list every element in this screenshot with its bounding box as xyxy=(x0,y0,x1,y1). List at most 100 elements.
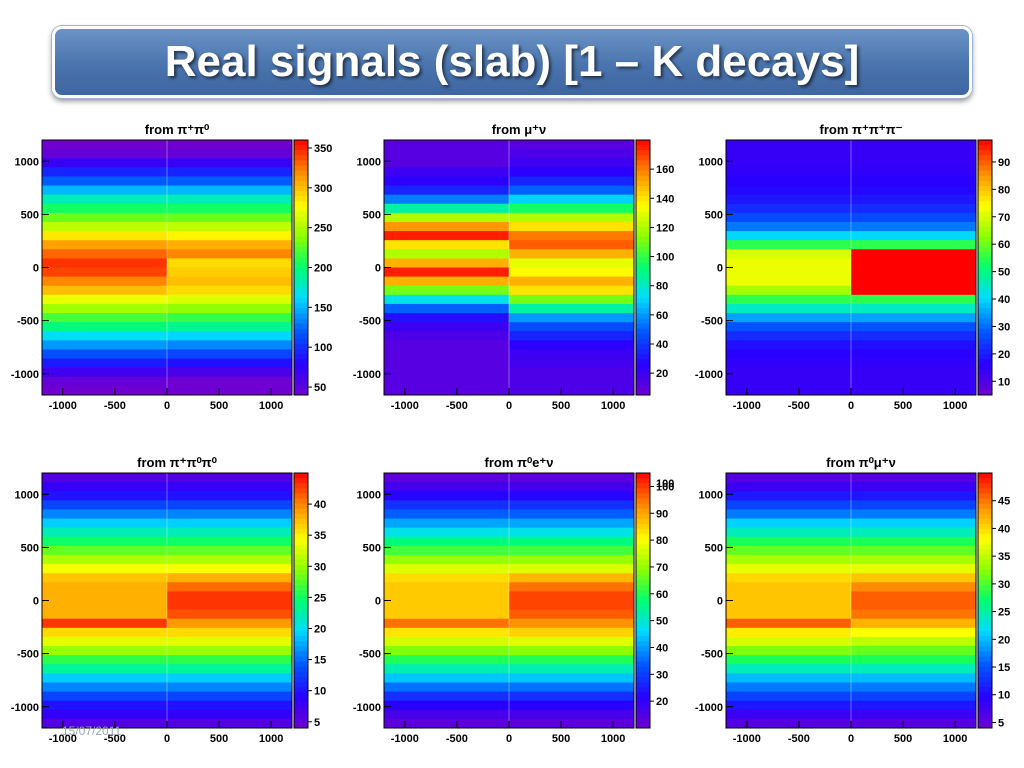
colorbar-segment xyxy=(978,554,992,561)
heatmap-cell-right xyxy=(851,591,976,601)
heatmap-cell-left xyxy=(42,646,168,656)
x-tick-label: 1000 xyxy=(943,400,967,412)
heatmap-cell-right xyxy=(509,140,634,150)
heatmap-cell-left xyxy=(726,385,852,396)
heatmap-cell-left xyxy=(384,313,510,323)
heatmap-cell-left xyxy=(726,340,852,350)
heatmap-cell-right xyxy=(851,367,976,378)
colorbar-segment xyxy=(294,518,308,525)
heatmap-cell-left xyxy=(726,149,852,159)
colorbar-segment xyxy=(636,478,650,484)
heatmap-cell-left xyxy=(384,221,510,232)
colorbar-segment xyxy=(636,473,650,479)
colorbar-segment xyxy=(978,692,992,698)
heatmap-cell-right xyxy=(167,258,292,268)
heatmap-cell-right xyxy=(509,258,634,268)
colorbar-segment xyxy=(978,389,992,396)
colorbar-segment xyxy=(294,303,308,309)
colorbar-segment xyxy=(978,539,992,545)
heatmap-cell-right xyxy=(167,176,292,187)
colorbar-tick-label: 10 xyxy=(998,376,1010,388)
colorbar-segment xyxy=(294,646,308,652)
colorbar-segment xyxy=(978,257,992,263)
colorbar-segment xyxy=(636,564,650,571)
heatmap-cell-left xyxy=(42,176,168,187)
colorbar-segment xyxy=(636,201,650,207)
colorbar-clipped-label: 100 xyxy=(656,478,674,490)
colorbar-tick-label: 20 xyxy=(998,634,1010,646)
colorbar-segment xyxy=(978,600,992,607)
heatmap-cell-left xyxy=(726,258,852,268)
heatmap-cell-left xyxy=(42,367,168,378)
colorbar-frame xyxy=(977,472,993,729)
heatmap-cell-right xyxy=(509,609,634,620)
heatmap-cell-right xyxy=(851,140,976,150)
colorbar-segment xyxy=(978,671,992,678)
heatmap-cell-right xyxy=(851,258,976,268)
colorbar-segment xyxy=(636,651,650,658)
heatmap-cell-left xyxy=(726,294,852,305)
heatmap-cell-right xyxy=(509,655,634,665)
colorbar-segment xyxy=(636,165,650,172)
colorbar-segment xyxy=(978,165,992,172)
heatmap-cell-right xyxy=(509,194,634,205)
heatmap-cell-left xyxy=(42,276,168,287)
heatmap-cell-right xyxy=(167,573,292,583)
colorbar-segment xyxy=(294,349,308,355)
colorbar-segment xyxy=(636,252,650,258)
heatmap-cell-left xyxy=(384,509,510,520)
heatmap-cell-left xyxy=(384,554,510,565)
colorbar-frame xyxy=(293,472,309,729)
heatmap-cell-right xyxy=(167,655,292,665)
colorbar-segment xyxy=(978,374,992,381)
x-tick-label: 1000 xyxy=(259,733,283,745)
colorbar-segment xyxy=(978,384,992,391)
heatmap-cell-left xyxy=(384,491,510,501)
heatmap-cell-left xyxy=(42,185,168,196)
colorbar-segment xyxy=(294,236,308,243)
colorbar-segment xyxy=(978,641,992,647)
colorbar-tick-label: 30 xyxy=(656,669,668,681)
colorbar-segment xyxy=(978,160,992,166)
heatmap-cell-left xyxy=(726,158,852,168)
colorbar-segment xyxy=(978,323,992,330)
heatmap-cell-left xyxy=(384,564,510,574)
heatmap-cell-left xyxy=(384,700,510,711)
heatmap-cell-right xyxy=(167,536,292,547)
x-tick-label: 500 xyxy=(552,400,570,412)
x-tick-label: -1000 xyxy=(733,400,761,412)
heatmap-cell-right xyxy=(851,627,976,638)
y-tick-label: 0 xyxy=(717,596,723,608)
heatmap-cell-left xyxy=(726,322,852,332)
y-tick-label: -1000 xyxy=(11,702,39,714)
colorbar-segment xyxy=(978,313,992,319)
colorbar-tick-label: 50 xyxy=(656,616,668,628)
y-tick-label: 1000 xyxy=(357,156,381,168)
heatmap-cell-left xyxy=(726,167,852,177)
y-tick-label: -500 xyxy=(359,316,381,328)
colorbar-segment xyxy=(978,569,992,576)
colorbar-tick-label: 20 xyxy=(314,623,326,635)
heatmap-cell-left xyxy=(42,303,168,314)
colorbar-segment xyxy=(978,196,992,202)
colorbar-segment xyxy=(294,313,308,319)
heatmap-cell-right xyxy=(851,194,976,205)
colorbar-tick-label: 40 xyxy=(656,642,668,654)
heatmap-cell-right xyxy=(509,509,634,520)
heatmap-cell-left xyxy=(726,240,852,250)
heatmap-cell-left xyxy=(42,240,168,250)
heatmap-cell-left xyxy=(726,367,852,378)
heatmap-cell-left xyxy=(384,303,510,314)
heatmap-cell-left xyxy=(726,185,852,196)
heatmap-cell-right xyxy=(167,527,292,538)
colorbar-frame xyxy=(635,472,651,729)
heatmap-panel-mu-nu: from μ⁺ν -1000 -500 0 500 1000 1000 500 0 -500 -10… xyxy=(342,118,682,412)
heatmap-cell-right xyxy=(851,322,976,332)
colorbar-segment xyxy=(294,374,308,381)
heatmap-cell-right xyxy=(509,682,634,693)
colorbar-segment xyxy=(636,697,650,703)
heatmap-cell-left xyxy=(384,276,510,287)
colorbar-segment xyxy=(978,277,992,284)
colorbar-tick-label: 100 xyxy=(656,252,674,264)
colorbar-segment xyxy=(636,170,650,177)
